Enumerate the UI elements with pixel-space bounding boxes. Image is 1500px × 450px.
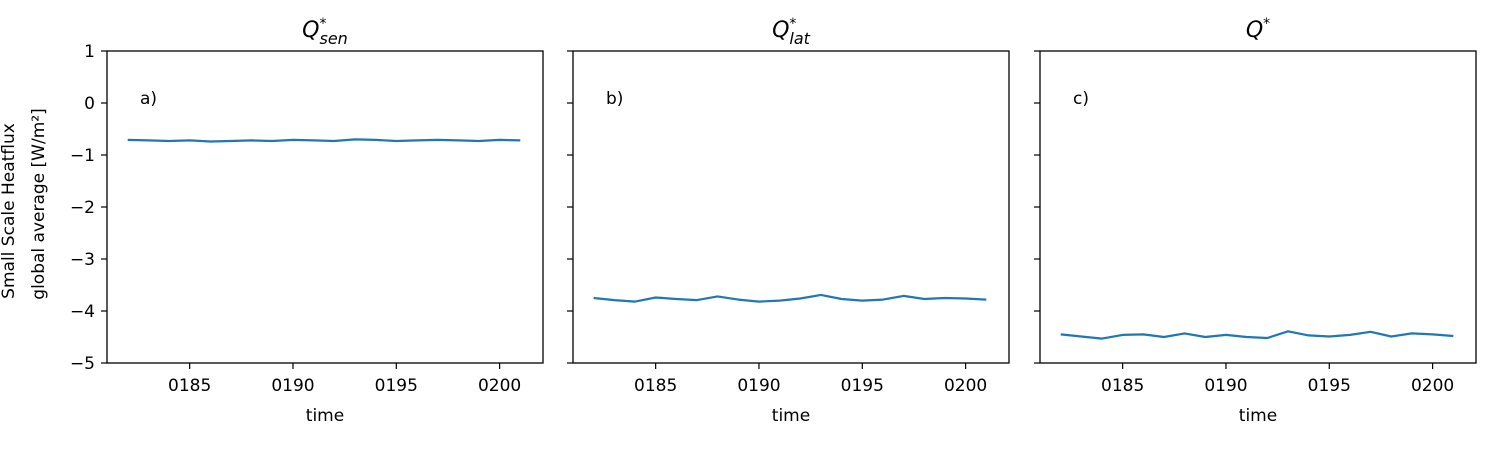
x-tick-label: 0185 <box>634 376 677 396</box>
x-tick-label: 0200 <box>1411 376 1454 396</box>
x-tick-label: 0195 <box>375 376 418 396</box>
y-tick-label: −5 <box>70 354 95 374</box>
x-tick-label: 0200 <box>478 376 521 396</box>
series-line <box>1060 330 1454 340</box>
panels: 1 0 −1 −2 −3 −4 −5 0185 0190 0195 0200 time Q* sen a) 0… <box>70 16 1477 426</box>
x-tick-label: 0195 <box>1308 376 1351 396</box>
series-line <box>593 293 987 303</box>
panel-label: b) <box>606 89 623 109</box>
panel-2: 0185 0190 0195 0200 time Q* lat b) <box>567 16 1010 426</box>
y-tick-label: −3 <box>70 250 95 270</box>
y-tick-label: 1 <box>84 42 95 62</box>
panel-label: c) <box>1073 89 1089 109</box>
chart-title: Q* <box>1246 16 1270 43</box>
x-axis-label: time <box>772 406 810 426</box>
x-tick-label: 0195 <box>841 376 884 396</box>
y-tick-label: −1 <box>70 146 95 166</box>
x-tick-label: 0190 <box>1204 376 1247 396</box>
y-axis-label-line2: global average [W/m²] <box>29 108 49 299</box>
x-axis-label: time <box>1239 406 1277 426</box>
x-tick-label: 0185 <box>1101 376 1144 396</box>
chart-title: Q* sen <box>302 16 348 48</box>
axes-frame <box>106 50 544 364</box>
y-tick-label: 0 <box>84 94 95 114</box>
panel-1: 1 0 −1 −2 −3 −4 −5 0185 0190 0195 0200 time Q* sen a) <box>70 16 544 426</box>
x-tick-label: 0200 <box>944 376 987 396</box>
panel-3: 0185 0190 0195 0200 time Q* c) <box>1034 16 1477 426</box>
x-tick-label: 0190 <box>737 376 780 396</box>
y-tick-label: −2 <box>70 198 95 218</box>
y-tick-label: −4 <box>70 302 95 322</box>
axes-frame <box>1039 50 1477 364</box>
axes-frame <box>572 50 1010 364</box>
y-axis-label-line1: Small Scale Heatflux <box>0 123 19 299</box>
panel-label: a) <box>140 89 157 109</box>
chart-title: Q* lat <box>772 16 811 48</box>
x-axis-label: time <box>306 406 344 426</box>
series-line <box>127 138 521 143</box>
x-tick-label: 0190 <box>271 376 314 396</box>
x-tick-label: 0185 <box>168 376 211 396</box>
